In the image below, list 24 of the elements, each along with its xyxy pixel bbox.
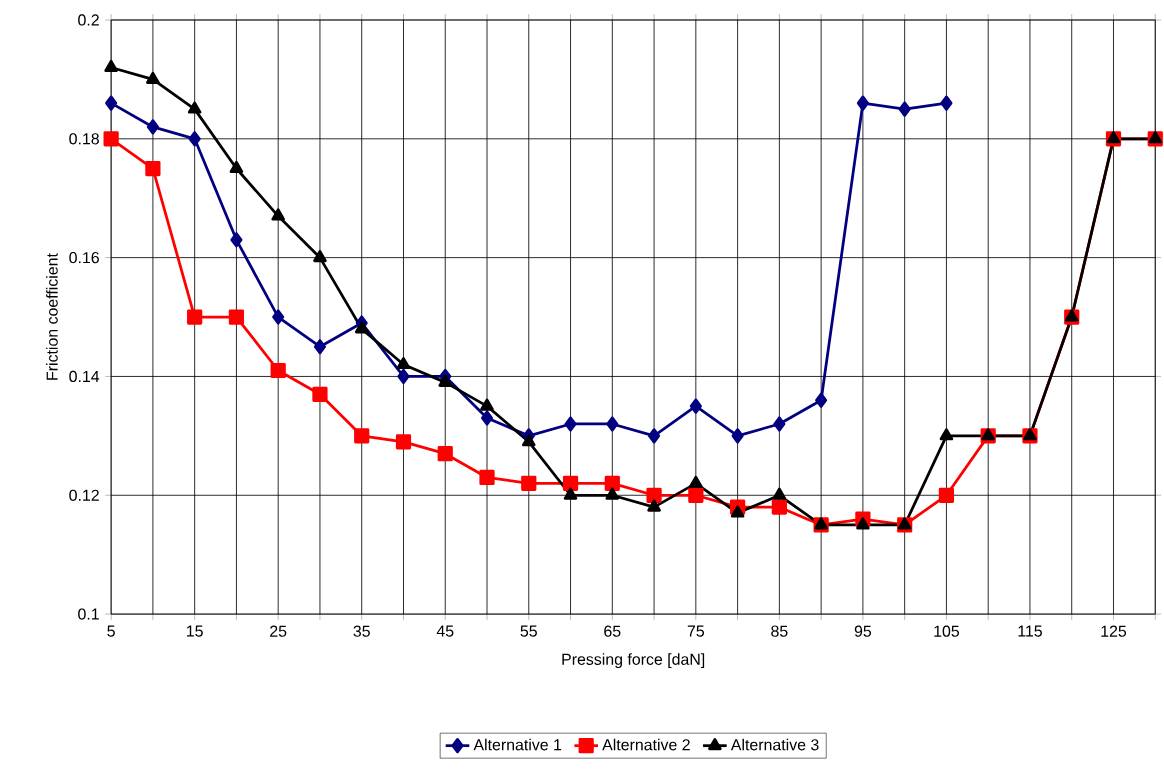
x-tick-label: 65 bbox=[604, 625, 621, 637]
x-tick-label: 35 bbox=[353, 625, 370, 637]
legend-label: Alternative 2 bbox=[602, 738, 690, 751]
x-tick-label: 75 bbox=[687, 625, 705, 637]
y-tick-label: 0.1 bbox=[78, 608, 99, 620]
x-axis-title: Pressing force [daN] bbox=[562, 653, 705, 669]
x-tick-label: 5 bbox=[107, 625, 115, 637]
x-tick-label: 85 bbox=[771, 625, 788, 637]
x-tick-label: 105 bbox=[934, 625, 960, 637]
legend-label: Alternative 1 bbox=[473, 738, 562, 751]
x-tick-label: 115 bbox=[1018, 625, 1042, 637]
x-tick-label: 125 bbox=[1101, 625, 1127, 637]
x-tick-label: 95 bbox=[854, 625, 872, 637]
x-tick-label: 25 bbox=[270, 625, 287, 637]
y-axis-title: Friction coefficient bbox=[46, 253, 58, 380]
y-tick-label: 0.18 bbox=[69, 133, 99, 145]
y-tick-label: 0.16 bbox=[69, 251, 99, 264]
legend-label: Alternative 3 bbox=[730, 738, 819, 751]
x-tick-label: 45 bbox=[436, 625, 454, 637]
y-tick-label: 0.12 bbox=[69, 489, 99, 501]
y-tick-label: 0.2 bbox=[78, 14, 99, 26]
x-tick-label: 15 bbox=[187, 625, 203, 637]
x-tick-label: 55 bbox=[520, 625, 537, 637]
y-tick-label: 0.14 bbox=[69, 370, 100, 383]
